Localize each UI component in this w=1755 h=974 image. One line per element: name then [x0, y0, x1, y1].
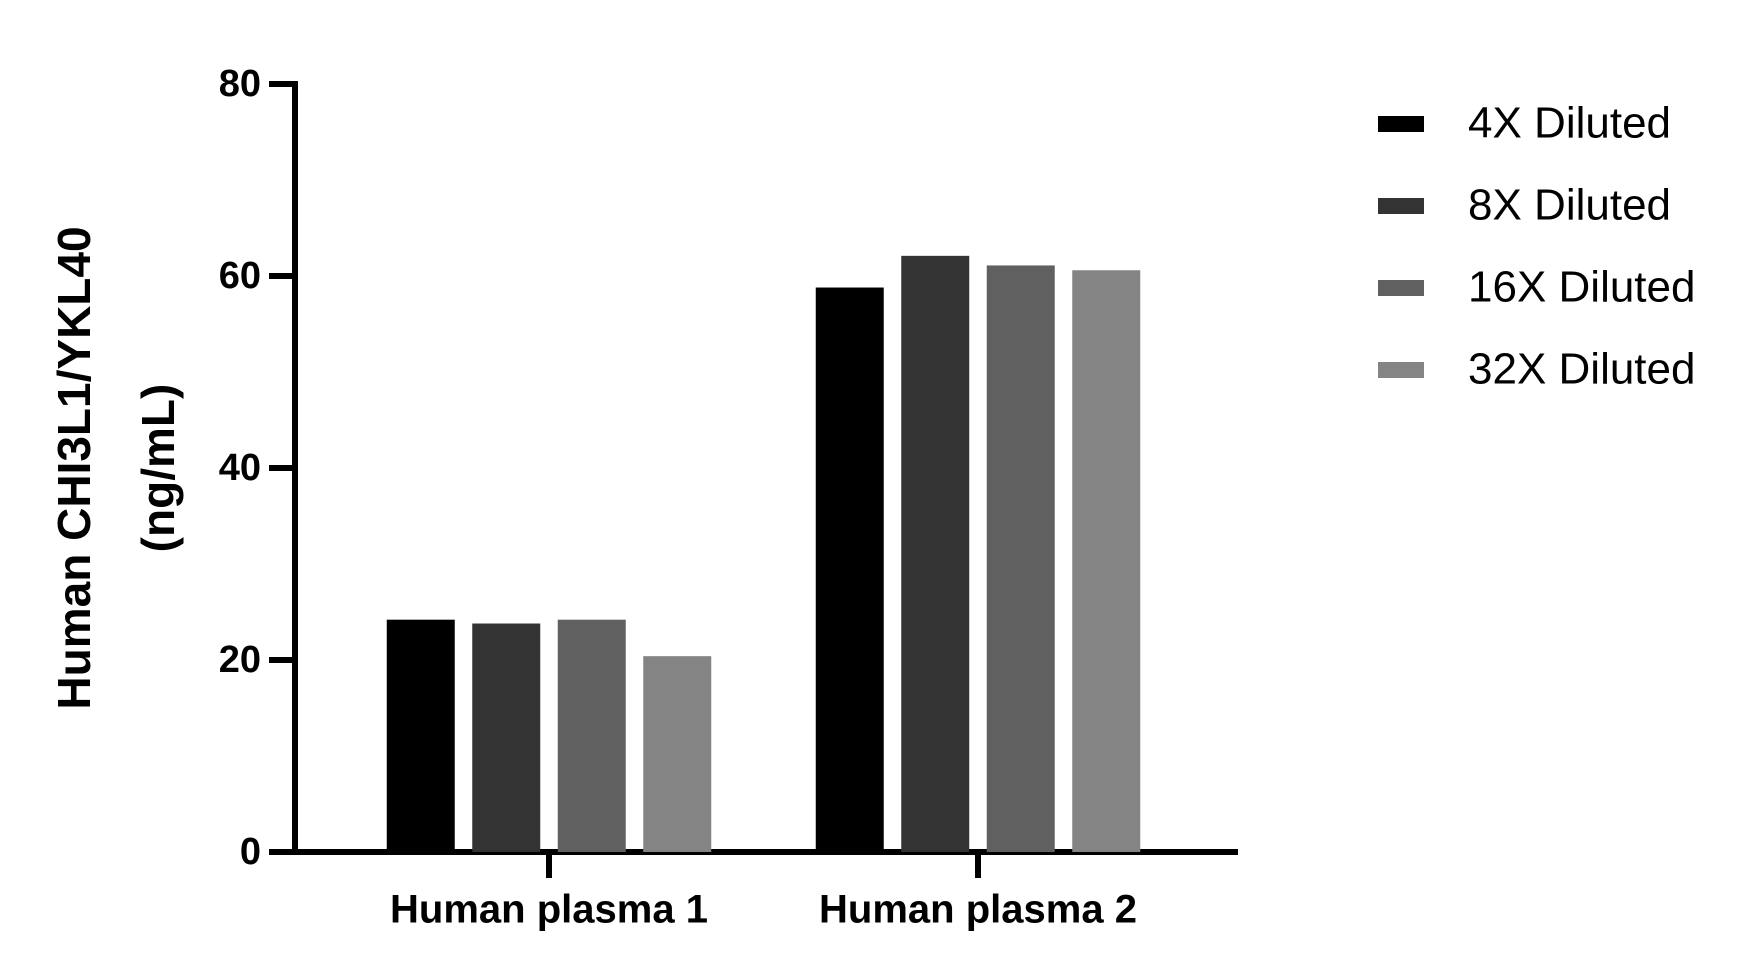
legend-swatch	[1378, 116, 1424, 132]
bar	[386, 619, 455, 852]
x-tick-label: Human plasma 2	[819, 888, 1137, 932]
legend-label: 32X Diluted	[1468, 345, 1695, 394]
legend-swatch	[1378, 280, 1424, 296]
bar	[472, 623, 541, 852]
bar	[901, 255, 970, 853]
legend-swatch	[1378, 198, 1424, 214]
bar	[815, 287, 884, 852]
bar	[643, 656, 712, 852]
legend-swatch	[1378, 362, 1424, 378]
legend-label: 8X Diluted	[1468, 181, 1671, 230]
y-tick-label: 20	[219, 639, 261, 681]
legend-label: 16X Diluted	[1468, 263, 1695, 312]
x-tick-label: Human plasma 1	[390, 888, 708, 932]
y-axis-label: (ng/mL)	[132, 384, 184, 553]
y-axis-label: Human CHI3L1/YKL40	[48, 226, 100, 709]
y-tick-label: 40	[219, 447, 261, 489]
legend-label: 4X Diluted	[1468, 99, 1671, 148]
y-tick-label: 0	[240, 831, 261, 873]
bar	[557, 619, 626, 852]
bar	[986, 265, 1055, 852]
bar	[1072, 270, 1141, 852]
y-tick-label: 80	[219, 63, 261, 105]
y-tick-label: 60	[219, 255, 261, 297]
